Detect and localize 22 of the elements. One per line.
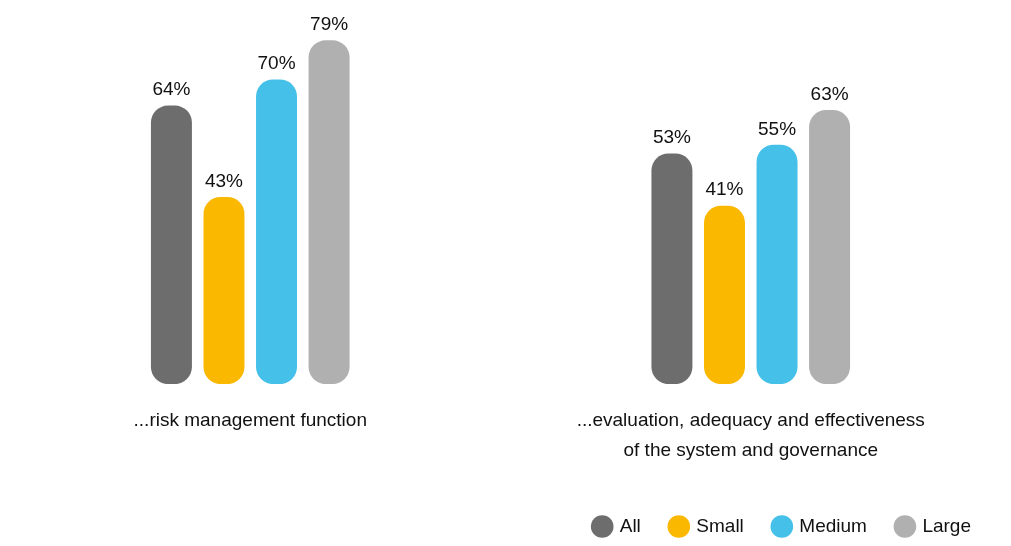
bar [308, 40, 350, 385]
bar [256, 79, 298, 385]
data-label: 64% [152, 78, 191, 100]
x-tick-label: ...evaluation, adequacy and effectiveness of the system and governance [576, 409, 925, 460]
bar [756, 144, 798, 385]
data-label: 63% [810, 82, 849, 104]
legend-label: All [619, 514, 641, 536]
bar [150, 105, 192, 385]
bar [703, 205, 745, 385]
data-label: 43% [204, 169, 244, 191]
bar [651, 153, 693, 385]
bar [809, 109, 851, 385]
data-label: 41% [705, 178, 744, 200]
legend-label: Medium [799, 514, 867, 536]
data-label: 55% [758, 117, 797, 139]
legend-label: Large [922, 514, 972, 536]
bar [203, 197, 245, 385]
data-label: 53% [652, 126, 692, 148]
legend-label: Small [696, 514, 744, 536]
data-label: 79% [310, 13, 349, 35]
x-tick-label: ...risk management function [133, 409, 367, 431]
data-label: 70% [257, 52, 296, 74]
